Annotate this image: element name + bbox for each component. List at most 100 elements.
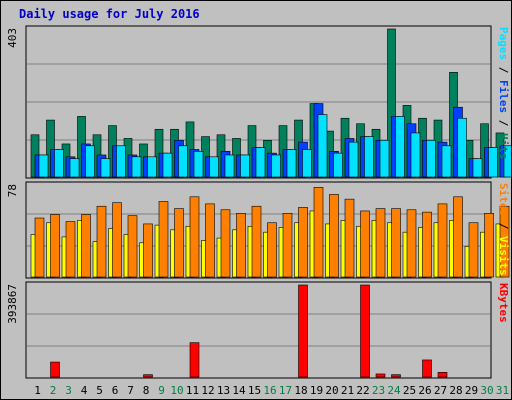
- bar-kbytes: [360, 284, 370, 378]
- x-tick-label: 17: [279, 384, 292, 397]
- legend-hits-files-pages: Pages / Files / Hits: [497, 27, 510, 160]
- bar-pages: [54, 149, 64, 178]
- bar-kbytes: [375, 373, 386, 378]
- legend-item: Pages: [497, 27, 510, 60]
- bar-pages: [426, 139, 436, 178]
- x-tick-label: 13: [217, 384, 230, 397]
- bar-pages: [147, 156, 157, 178]
- bar-pages: [255, 147, 266, 178]
- bar-sites: [391, 208, 401, 278]
- bar-sites: [313, 187, 324, 278]
- bar-pages: [131, 156, 142, 178]
- legend-item: Sites: [497, 183, 510, 216]
- bar-pages: [457, 117, 467, 178]
- bar-sites: [158, 201, 169, 278]
- bar-pages: [317, 114, 328, 178]
- bar-sites: [34, 217, 45, 278]
- x-tick-label: 28: [449, 384, 462, 397]
- x-tick-label: 14: [232, 384, 246, 397]
- bar-pages: [193, 150, 204, 178]
- legend-item: Hits: [497, 133, 510, 160]
- x-tick-label: 19: [310, 384, 323, 397]
- x-tick-label: 3: [65, 384, 72, 397]
- bar-sites: [96, 205, 107, 278]
- bar-sites: [251, 205, 262, 278]
- x-tick-label: 6: [112, 384, 119, 397]
- x-tick-label: 21: [341, 384, 354, 397]
- bar-kbytes: [50, 361, 60, 378]
- bar-sites: [375, 208, 386, 278]
- x-tick-label: 12: [201, 384, 214, 397]
- chart-title: Daily usage for July 2016: [19, 7, 200, 21]
- bar-pages: [395, 116, 405, 178]
- bar-kbytes: [422, 359, 432, 378]
- bar-kbytes: [143, 374, 153, 378]
- legend-item: Visits: [497, 236, 510, 276]
- bar-pages: [286, 149, 297, 178]
- legend-item: /: [497, 113, 510, 133]
- x-tick-label: 22: [356, 384, 369, 397]
- bar-sites: [468, 222, 479, 278]
- bar-sites: [484, 213, 494, 278]
- x-tick-label: 26: [418, 384, 431, 397]
- bar-kbytes: [391, 374, 401, 378]
- x-tick-label: 25: [403, 384, 416, 397]
- bar-sites: [437, 203, 448, 278]
- x-tick-label: 24: [387, 384, 401, 397]
- bar-pages: [100, 158, 111, 178]
- legend-item: /: [497, 60, 510, 80]
- max-value-label: 78: [6, 184, 19, 197]
- bar-sites: [453, 196, 463, 278]
- bar-pages: [410, 132, 421, 178]
- legend-item: /: [497, 216, 510, 236]
- bar-sites: [298, 207, 308, 278]
- bar-pages: [209, 156, 219, 178]
- bar-kbytes: [437, 372, 448, 378]
- bar-pages: [38, 154, 49, 178]
- bar-kbytes: [189, 342, 200, 378]
- panel-kbytes: [25, 281, 492, 379]
- bar-pages: [69, 158, 80, 178]
- x-tick-label: 20: [325, 384, 338, 397]
- x-tick-label: 18: [294, 384, 307, 397]
- bar-pages: [503, 145, 511, 178]
- bar-sites: [344, 198, 355, 278]
- x-tick-label: 30: [480, 384, 493, 397]
- x-tick-label: 9: [158, 384, 165, 397]
- x-tick-label: 8: [143, 384, 150, 397]
- x-tick-label: 27: [434, 384, 447, 397]
- x-tick-label: 2: [50, 384, 57, 397]
- bar-pages: [488, 147, 498, 178]
- bar-sites: [65, 221, 76, 278]
- x-tick-label: 7: [127, 384, 134, 397]
- bar-sites: [50, 214, 60, 278]
- bar-sites: [205, 203, 215, 278]
- legend-item: Files: [497, 80, 510, 113]
- bar-pages: [271, 154, 281, 178]
- bar-pages: [379, 139, 390, 178]
- bar-sites: [267, 222, 277, 278]
- bar-pages: [364, 136, 374, 178]
- bar-sites: [282, 213, 293, 278]
- bar-pages: [116, 145, 126, 178]
- legend-visits-sites: Sites / Visits: [497, 183, 510, 276]
- legend-item: KBytes: [497, 283, 510, 323]
- max-value-label: 403: [6, 28, 19, 48]
- bar-sites: [174, 208, 184, 278]
- x-tick-label: 4: [81, 384, 88, 397]
- bar-sites: [127, 215, 138, 278]
- max-value-label: 393867: [6, 284, 19, 324]
- bar-sites: [422, 211, 432, 278]
- x-tick-label: 16: [263, 384, 276, 397]
- bar-pages: [348, 141, 359, 178]
- bar-sites: [112, 202, 122, 278]
- x-tick-label: 15: [248, 384, 261, 397]
- bar-sites: [189, 196, 200, 278]
- bar-sites: [329, 194, 339, 278]
- bar-pages: [472, 158, 483, 178]
- bar-sites: [236, 213, 246, 278]
- bar-pages: [302, 149, 312, 178]
- bar-sites: [143, 223, 153, 278]
